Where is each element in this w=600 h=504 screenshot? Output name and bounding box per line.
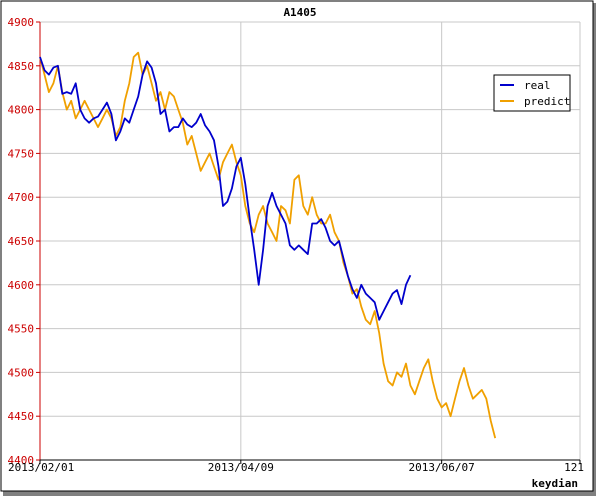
x-tick-label: 2013/06/07 (409, 461, 475, 474)
y-tick-label: 4600 (8, 279, 35, 292)
series-line-real (39, 56, 412, 321)
y-tick-label: 4850 (8, 60, 35, 73)
x-tick-label: 2013/02/01 (8, 461, 74, 474)
series-group (39, 51, 497, 439)
x-tick-label: 121 (564, 461, 584, 474)
y-tick-label: 4800 (8, 104, 35, 117)
legend: real predict (493, 74, 571, 112)
y-tick-label: 4700 (8, 191, 35, 204)
axes: 4400 4450 4500 4550 4600 4650 4700 4750 4800 4850… (8, 16, 585, 474)
x-tick-label: 2013/04/09 (208, 461, 274, 474)
y-tick-label: 4650 (8, 235, 35, 248)
y-tick-label: 4400 (8, 454, 35, 467)
y-tick-label: 4550 (8, 323, 35, 336)
chart-title: A1405 (283, 6, 316, 19)
legend-label-real: real (524, 79, 551, 92)
y-tick-label: 4450 (8, 410, 35, 423)
y-tick-label: 4750 (8, 147, 35, 160)
legend-box (493, 74, 571, 112)
y-tick-label: 4900 (8, 16, 35, 29)
legend-label-predict: predict (524, 95, 570, 108)
y-tick-label: 4500 (8, 366, 35, 379)
x-axis-label: keydian (532, 477, 578, 490)
